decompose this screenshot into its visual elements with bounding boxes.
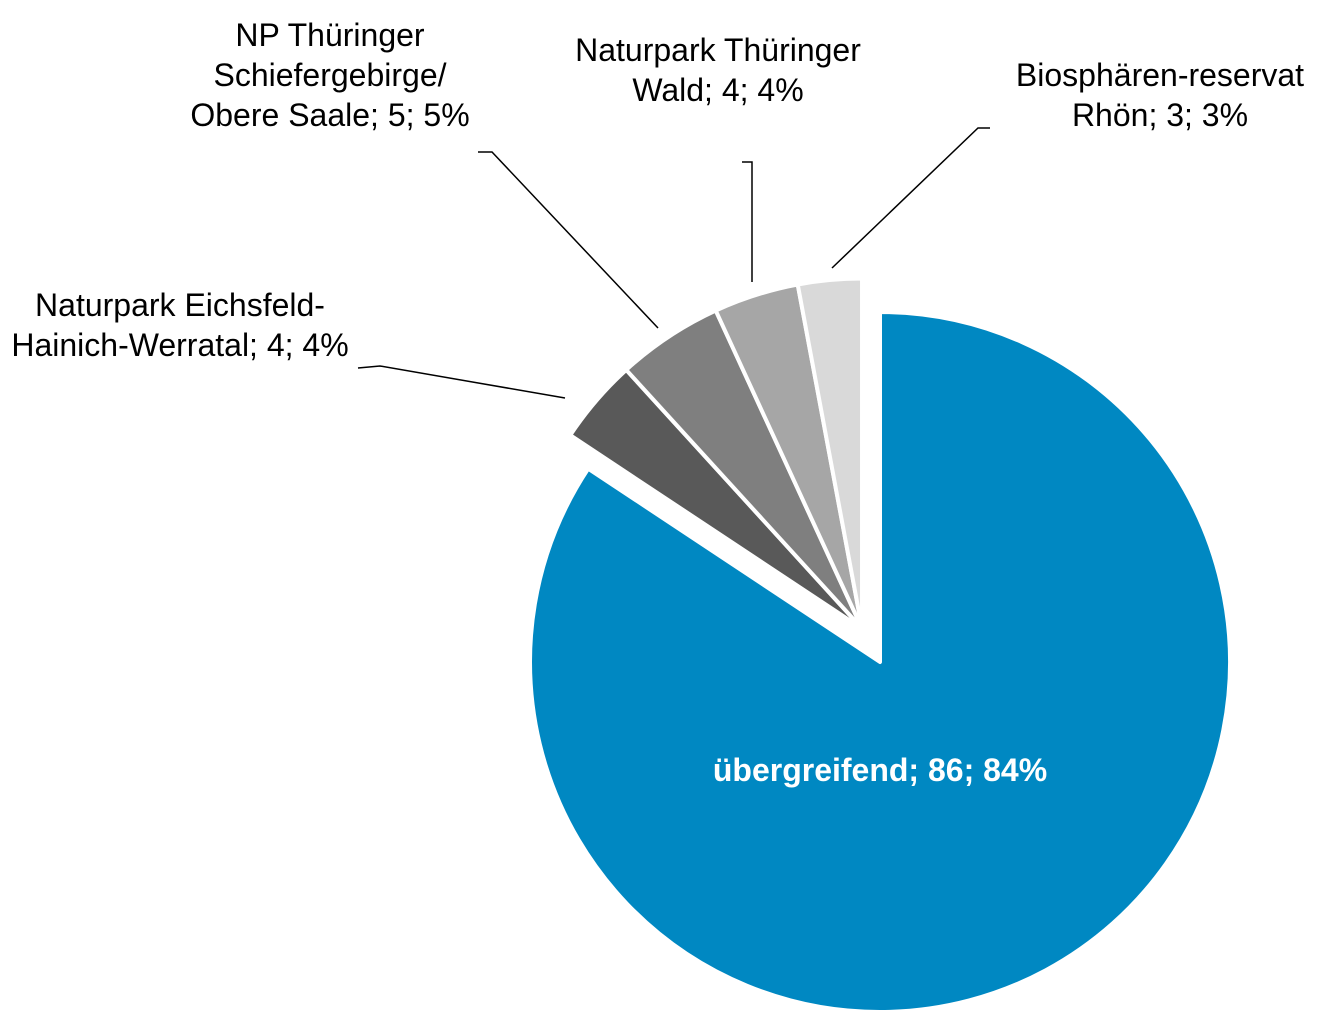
- leader-line: [742, 161, 753, 282]
- leader-line: [357, 365, 566, 399]
- slices: [528, 276, 1232, 1013]
- data-label: Biosphären-reservat Rhön; 3; 3%: [1015, 57, 1305, 133]
- data-label: NP Thüringer Schiefergebirge/ Obere Saal…: [190, 17, 470, 133]
- data-label: übergreifend; 86; 84%: [712, 752, 1048, 788]
- data-label: Naturpark Eichsfeld-Hainich-Werratal; 4;…: [11, 287, 349, 363]
- leader-line: [831, 127, 990, 269]
- slice: [795, 276, 865, 631]
- slice: [528, 310, 1232, 1013]
- data-label: Naturpark Thüringer Wald; 4; 4%: [575, 32, 861, 108]
- leader-line: [478, 151, 659, 329]
